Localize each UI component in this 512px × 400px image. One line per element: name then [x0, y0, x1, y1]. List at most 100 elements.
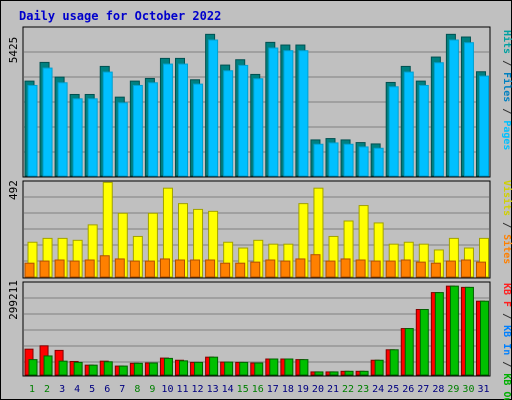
day-label: 9 [149, 384, 155, 395]
kb-in-bar [58, 360, 68, 376]
sites-bar [159, 258, 170, 278]
files-bar [238, 64, 249, 177]
files-bar [208, 39, 219, 177]
sites-bar [220, 262, 231, 278]
day-label: 19 [297, 384, 309, 395]
files-bar [147, 82, 158, 177]
files-bar [343, 143, 354, 177]
kb-in-bar [389, 349, 399, 376]
sites-bar [114, 258, 125, 278]
sites-bar [385, 260, 396, 278]
kb-in-bar [359, 370, 369, 376]
sites-bar [340, 258, 351, 278]
day-label: 4 [74, 384, 80, 395]
day-label: 17 [267, 384, 279, 395]
kb-in-bar [239, 361, 249, 376]
sites-bar [99, 255, 110, 278]
kb-in-bar [269, 358, 279, 376]
kb-in-bar [103, 361, 113, 376]
files-bar [132, 84, 143, 177]
files-bar [253, 78, 264, 177]
legend-sites: Sites [501, 234, 512, 264]
files-bar [268, 47, 279, 177]
kb-in-bar [419, 309, 429, 376]
kb-in-bar [344, 370, 354, 376]
sites-bar [355, 259, 366, 278]
files-bar [313, 143, 324, 177]
files-bar [72, 98, 83, 177]
legend-middle: Visits / Sites [501, 180, 512, 264]
legend-kb-out: KB Out [501, 373, 512, 400]
day-label: 23 [357, 384, 369, 395]
sites-bar [310, 254, 321, 278]
sites-bar [175, 259, 185, 278]
day-label: 8 [134, 384, 140, 395]
legend-top: Hits / Files / Pages [501, 30, 512, 150]
files-bar [479, 75, 489, 177]
day-label: 12 [192, 384, 204, 395]
day-label: 21 [327, 384, 339, 395]
kb-in-bar [148, 362, 158, 376]
kb-in-bar [209, 356, 219, 376]
sites-bar [84, 259, 95, 278]
legend-pages: Pages [501, 120, 512, 150]
day-label: 20 [312, 384, 324, 395]
sites-bar [370, 260, 381, 278]
kb-in-bar [404, 328, 414, 376]
day-label: 26 [402, 384, 414, 395]
files-bar [223, 70, 234, 177]
kb-in-bar [464, 286, 474, 376]
sites-bar [325, 260, 336, 278]
day-label: 5 [89, 384, 95, 395]
files-bar [463, 42, 474, 177]
sites-bar [190, 259, 201, 278]
day-label: 6 [104, 384, 110, 395]
kb-in-bar [374, 359, 384, 376]
files-bar [418, 84, 429, 177]
day-label: 24 [372, 384, 384, 395]
day-label: 16 [252, 384, 264, 395]
kb-in-bar [329, 371, 339, 376]
sites-bar [445, 260, 456, 278]
kb-in-bar [284, 358, 294, 376]
files-bar [403, 71, 414, 177]
files-bar [358, 146, 369, 177]
kb-in-bar [133, 362, 143, 376]
files-bar [373, 147, 384, 177]
legend-kb-in: KB In [501, 325, 512, 355]
kb-in-bar [254, 362, 264, 376]
kb-in-bar [28, 359, 38, 376]
sites-bar [39, 260, 50, 278]
files-bar [448, 39, 459, 177]
sites-bar [265, 259, 276, 278]
files-bar [388, 86, 399, 177]
legend-visits: Visits [501, 180, 512, 216]
sites-bar [280, 260, 291, 278]
kb-in-bar [179, 360, 188, 376]
kb-in-bar [449, 285, 459, 376]
sites-bar [415, 261, 426, 278]
legend-bottom: KB F / KB In / KB Out [501, 283, 512, 400]
files-bar [87, 98, 98, 177]
day-label: 31 [477, 384, 489, 395]
sites-bar [250, 261, 261, 278]
kb-in-bar [73, 361, 83, 376]
day-label: 3 [59, 384, 65, 395]
kb-in-bar [43, 355, 53, 376]
legend-hits: Hits [501, 30, 512, 54]
files-bar [27, 84, 38, 177]
sites-bar [400, 259, 411, 278]
sites-bar [295, 258, 306, 278]
sites-bar [460, 259, 471, 278]
day-label: 1 [29, 384, 35, 395]
legend-kb-f: KB F [501, 283, 512, 307]
kb-in-bar [299, 359, 309, 376]
bottom-max-label: 299211 [7, 280, 20, 320]
kb-in-bar [480, 300, 489, 376]
day-label: 11 [176, 384, 188, 395]
day-label: 13 [207, 384, 219, 395]
sites-bar [476, 261, 486, 278]
files-bar [178, 63, 188, 177]
sites-bar [24, 262, 35, 278]
